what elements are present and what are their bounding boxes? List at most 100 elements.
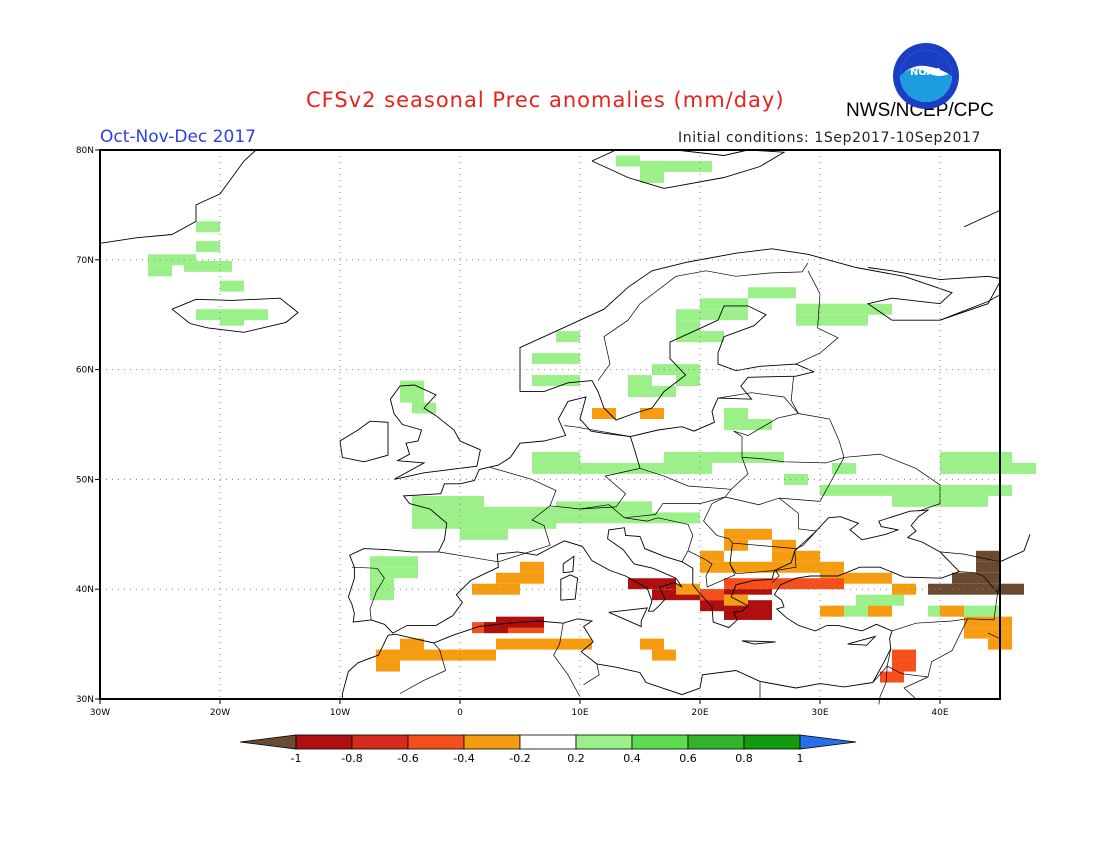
lon-tick-label: 0	[457, 708, 463, 718]
anomaly-cell	[748, 561, 772, 573]
anomaly-cell	[196, 221, 220, 233]
anomaly-cell	[700, 331, 724, 343]
anomaly-cell	[556, 451, 580, 463]
coastline	[939, 294, 1001, 321]
coastline-layer	[99, 149, 1031, 705]
anomaly-cell	[844, 572, 868, 584]
anomaly-cell	[496, 572, 520, 584]
anomaly-cell	[868, 605, 892, 617]
anomaly-cell	[868, 572, 892, 584]
anomaly-cell	[520, 616, 544, 628]
anomaly-cell	[400, 649, 424, 661]
anomaly-cell	[400, 380, 424, 392]
anomaly-cell	[394, 567, 418, 579]
anomaly-cell	[484, 517, 508, 529]
agency-label: NWS/NCEP/CPC	[846, 100, 994, 121]
country-border	[771, 570, 780, 583]
anomaly-cell	[868, 303, 892, 315]
lon-tick-label: 20E	[691, 708, 708, 718]
anomaly-cell	[676, 309, 700, 321]
anomaly-cell	[856, 594, 880, 606]
colorbar-label: 0.2	[567, 752, 585, 765]
anomaly-cell	[724, 561, 748, 573]
anomaly-cell	[820, 561, 844, 573]
country-border	[887, 618, 968, 678]
anomaly-cell	[796, 314, 820, 326]
lat-tick-label: 30N	[76, 695, 94, 705]
anomaly-cell	[892, 649, 916, 661]
coastline	[560, 574, 579, 601]
country-border	[779, 453, 941, 512]
anomaly-cell	[724, 539, 748, 551]
anomaly-cell	[700, 550, 724, 562]
tick-layer: 30W 20W 10W 0 10E 20E 30E 40E 80N 70N 60N 50N 40N 30N	[76, 146, 949, 718]
anomaly-cell	[820, 484, 844, 496]
anomaly-cell	[544, 638, 568, 650]
anomaly-cell	[1000, 583, 1024, 595]
colorbar-label: -1	[291, 752, 302, 765]
anomaly-cell	[628, 386, 652, 398]
lat-tick-label: 80N	[76, 146, 94, 156]
anomaly-cell	[748, 287, 772, 299]
lat-tick-label: 40N	[76, 585, 94, 595]
anomaly-cell	[220, 314, 244, 326]
anomaly-cell	[556, 353, 580, 365]
anomaly-cell	[964, 451, 988, 463]
anomaly-cell	[412, 506, 436, 518]
anomaly-layer	[148, 155, 1036, 683]
anomaly-cell	[940, 462, 964, 474]
anomaly-cell	[724, 309, 748, 321]
anomaly-cell	[220, 280, 244, 292]
anomaly-cell	[520, 638, 544, 650]
anomaly-cell	[604, 512, 628, 524]
anomaly-cell	[460, 506, 484, 518]
anomaly-cell	[892, 660, 916, 672]
anomaly-cell	[472, 649, 496, 661]
colorbar-label: -0.8	[341, 752, 362, 765]
anomaly-cell	[556, 331, 580, 343]
anomaly-cell	[148, 265, 172, 277]
colorbar-swatch	[631, 734, 689, 750]
anomaly-cell	[700, 589, 724, 601]
anomaly-cell	[568, 638, 592, 650]
anomaly-cell	[532, 451, 556, 463]
anomaly-cell	[436, 506, 460, 518]
lon-tick-label: 20W	[210, 708, 230, 718]
anomaly-cell	[460, 517, 484, 529]
colorbar-label: 0.4	[623, 752, 641, 765]
anomaly-cell	[394, 556, 418, 568]
coastline	[741, 640, 776, 645]
anomaly-cell	[976, 572, 1000, 584]
coastline	[389, 384, 481, 480]
anomaly-cell	[940, 451, 964, 463]
anomaly-cell	[796, 578, 820, 590]
lon-tick-label: 10E	[571, 708, 588, 718]
anomaly-cell	[196, 309, 220, 321]
anomaly-cell	[964, 484, 988, 496]
colorbar-swatch	[463, 734, 521, 750]
anomaly-cell	[676, 320, 700, 332]
anomaly-cell	[400, 391, 424, 403]
anomaly-cell	[400, 638, 424, 650]
country-border	[878, 666, 888, 705]
anomaly-cell	[940, 605, 964, 617]
anomaly-cell	[976, 561, 1000, 573]
anomaly-cell	[556, 501, 580, 513]
anomaly-cell	[436, 495, 460, 507]
anomaly-cell	[724, 594, 748, 606]
anomaly-cell	[700, 309, 724, 321]
anomaly-cell	[484, 506, 508, 518]
anomaly-cell	[676, 512, 700, 524]
coastline	[519, 248, 1001, 392]
anomaly-cell	[640, 638, 664, 650]
anomaly-cell	[880, 594, 904, 606]
lat-tick-label: 70N	[76, 256, 94, 266]
map-frame	[99, 149, 1001, 700]
anomaly-cell	[976, 550, 1000, 562]
coastline	[339, 420, 389, 463]
country-border	[579, 489, 732, 519]
anomaly-cell	[724, 528, 748, 540]
anomaly-cell	[604, 462, 628, 474]
anomaly-cell	[772, 550, 796, 562]
anomaly-cell	[748, 578, 772, 590]
